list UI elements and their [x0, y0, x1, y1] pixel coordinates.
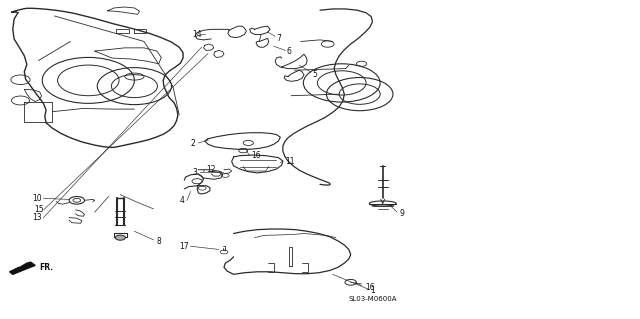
- Text: FR.: FR.: [40, 263, 54, 272]
- Text: 15: 15: [34, 205, 44, 214]
- Circle shape: [115, 235, 125, 240]
- Text: 10: 10: [32, 194, 42, 203]
- Text: 3: 3: [192, 168, 197, 177]
- Text: SL03-M0600A: SL03-M0600A: [348, 296, 397, 302]
- Text: 6: 6: [287, 47, 292, 56]
- Text: 9: 9: [399, 209, 404, 218]
- Text: 16: 16: [365, 283, 374, 292]
- Text: 4: 4: [179, 197, 184, 205]
- Text: 5: 5: [312, 70, 317, 78]
- Text: 17: 17: [179, 242, 189, 251]
- Text: 1: 1: [370, 286, 374, 295]
- Text: 16: 16: [251, 151, 260, 160]
- Polygon shape: [10, 262, 35, 274]
- Text: 11: 11: [285, 157, 294, 166]
- Text: 14: 14: [192, 30, 202, 39]
- Text: 12: 12: [206, 165, 216, 174]
- Text: 2: 2: [191, 139, 195, 148]
- Text: 8: 8: [157, 237, 161, 246]
- Text: 13: 13: [32, 213, 42, 222]
- Text: 7: 7: [276, 34, 282, 43]
